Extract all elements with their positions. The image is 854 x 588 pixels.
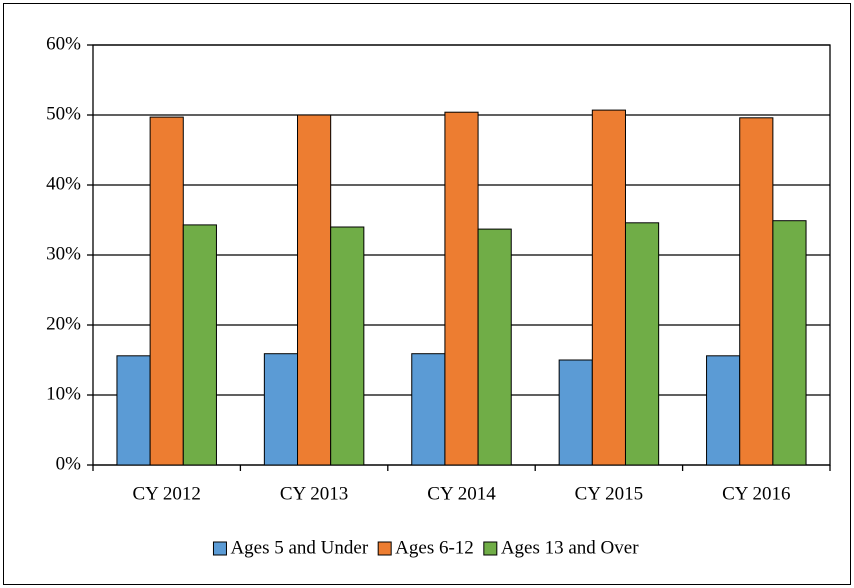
y-tick-label: 50% xyxy=(46,103,81,124)
legend-swatch xyxy=(377,541,392,556)
bar xyxy=(330,226,365,466)
bar xyxy=(149,116,184,466)
bar xyxy=(182,224,217,466)
y-tick-label: 30% xyxy=(46,243,81,264)
x-tick-label: CY 2012 xyxy=(132,483,200,504)
y-tick-label: 10% xyxy=(46,383,81,404)
legend-swatch xyxy=(483,541,498,556)
y-tick-label: 60% xyxy=(46,33,81,54)
bar xyxy=(477,228,512,466)
legend-label: Ages 13 and Over xyxy=(501,537,639,558)
bar xyxy=(263,353,299,466)
bar xyxy=(739,117,774,466)
y-tick-label: 40% xyxy=(46,173,81,194)
legend-label: Ages 5 and Under xyxy=(230,537,368,558)
bar xyxy=(706,355,741,466)
x-tick-label: CY 2016 xyxy=(722,483,790,504)
bar xyxy=(297,114,332,466)
x-tick-label: CY 2014 xyxy=(427,483,496,504)
chart-border xyxy=(3,3,851,585)
x-tick-label: CY 2013 xyxy=(280,483,348,504)
bar xyxy=(558,359,593,466)
legend-label: Ages 6-12 xyxy=(395,537,474,558)
bar xyxy=(772,220,807,466)
bar xyxy=(444,111,479,466)
y-tick-label: 20% xyxy=(46,313,81,334)
y-tick-label: 0% xyxy=(56,453,82,474)
bar xyxy=(624,222,660,466)
bar xyxy=(591,109,626,466)
bar xyxy=(116,355,151,466)
bar xyxy=(411,353,446,466)
x-tick-label: CY 2015 xyxy=(575,483,643,504)
legend-swatch xyxy=(212,541,227,556)
